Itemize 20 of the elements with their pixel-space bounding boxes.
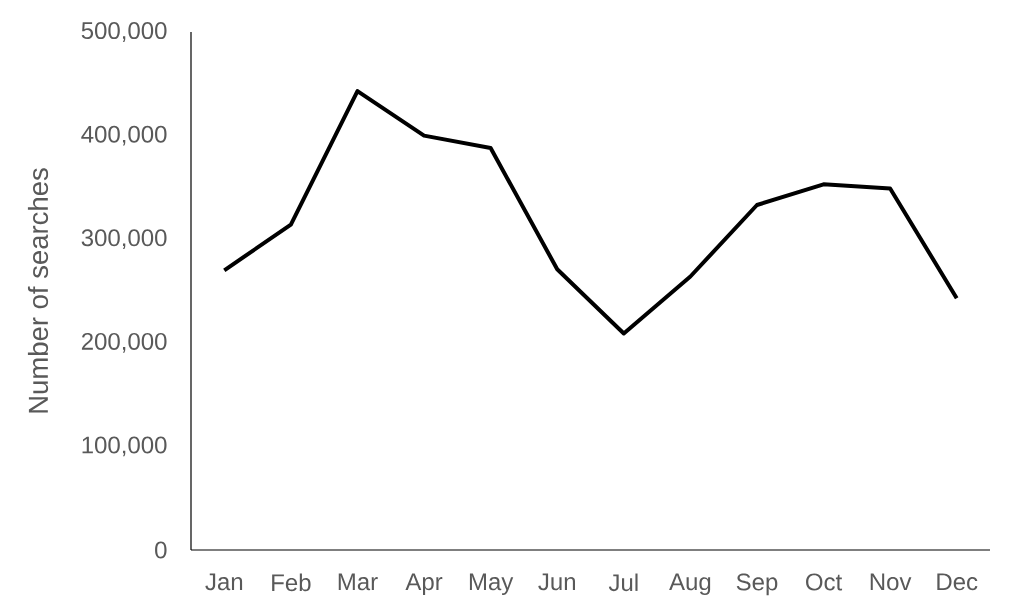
y-tick-label: 200,000 [81, 332, 167, 353]
x-tick-label: Sep [736, 573, 778, 596]
line-series [222, 89, 959, 336]
x-tick-label: Mar [338, 573, 378, 591]
y-tick-label: 100,000 [82, 436, 167, 457]
x-tick-label: Nov [870, 573, 912, 591]
x-tick-label: Jul [608, 573, 638, 592]
x-tick-label: Oct [806, 573, 843, 591]
y-tick-label: 500,000 [81, 22, 167, 42]
x-tick-label: Apr [405, 573, 443, 596]
y-tick-label: 400,000 [81, 125, 167, 146]
y-tick-label: 0 [155, 541, 167, 559]
x-tick-label: Dec [937, 573, 978, 591]
x-tick-label: Jan [205, 573, 243, 591]
x-tick-label: Jun [538, 573, 575, 591]
y-axis-title: Number of searches [27, 168, 49, 413]
y-tick-label: 300,000 [81, 229, 167, 250]
x-tick-label: May [469, 573, 514, 596]
x-tick-label: Aug [669, 573, 711, 596]
x-tick-label: Feb [272, 573, 311, 592]
